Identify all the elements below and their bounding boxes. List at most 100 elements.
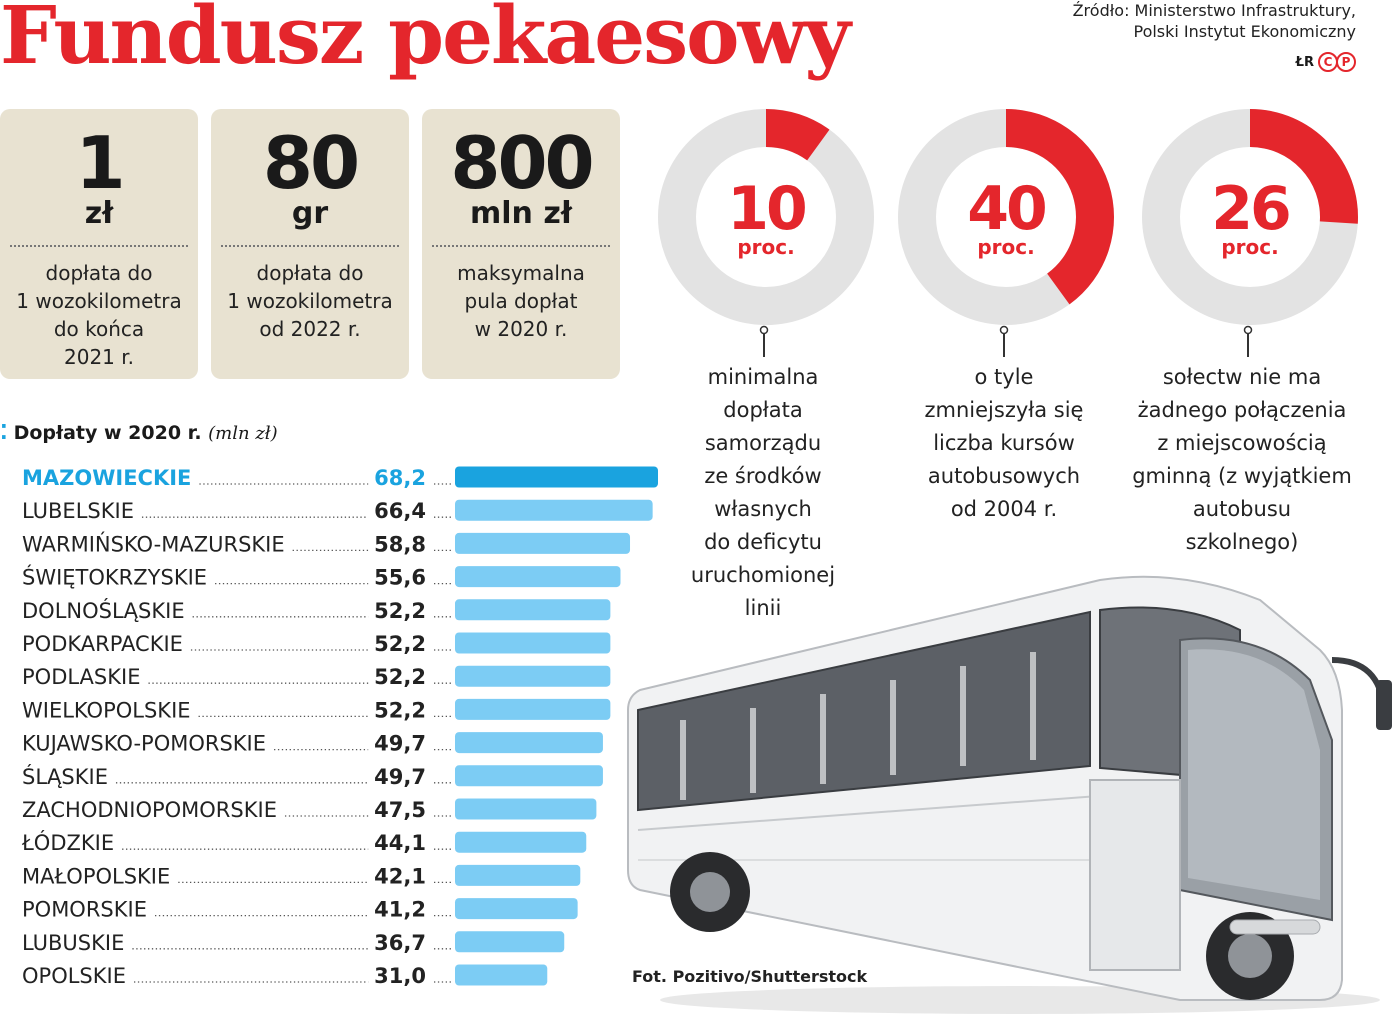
bar-value-label: 55,6 <box>374 566 426 590</box>
stat-divider <box>221 245 399 247</box>
bar-label: ŚLĄSKIE <box>22 764 108 789</box>
stat-box-3: 800 mln zł maksymalna pula dopłat w 2020… <box>422 109 620 379</box>
stat-description: dopłata do 1 wozokilometra do końca 2021… <box>0 259 198 371</box>
bar <box>455 566 621 588</box>
bar-value-label: 52,2 <box>374 698 426 722</box>
bar <box>455 698 611 720</box>
stat-number: 1 <box>75 121 125 205</box>
donut-ring <box>657 108 875 326</box>
bar-label: PODLASKIE <box>22 665 140 689</box>
bar-value-label: 31,0 <box>374 964 426 988</box>
bar <box>455 831 587 853</box>
desc-line: 2021 r. <box>64 345 134 369</box>
bar <box>455 898 578 920</box>
bar-label: ŚWIĘTOKRZYSKIE <box>22 565 207 590</box>
desc-line: 1 wozokilometra <box>16 289 182 313</box>
desc-line: uruchomionej <box>690 563 836 587</box>
donut-3: 26 proc. <box>1142 109 1358 357</box>
donut-value: 26 <box>1211 174 1289 244</box>
donut-segment <box>1250 109 1358 224</box>
bar <box>455 964 548 986</box>
bar-chart-unit: (mln zł) <box>208 423 278 444</box>
donut-2-description: o tyle zmniejszyła się liczba kursów aut… <box>884 361 1124 526</box>
bar-label: ŁÓDZKIE <box>21 830 114 855</box>
stat-unit: mln zł <box>470 196 572 231</box>
title-bullet-icon: ⁚ <box>0 420 8 444</box>
bus-illustration <box>627 575 1392 1014</box>
stat-number: 80 <box>262 121 360 205</box>
bar-value-label: 49,7 <box>374 765 426 789</box>
bar <box>455 466 658 488</box>
desc-line: z miejscowością <box>1157 431 1327 455</box>
bar <box>455 931 565 953</box>
desc-line: ze środków <box>704 464 822 488</box>
desc-line: dopłata do <box>45 261 153 285</box>
bar-value-label: 42,1 <box>374 864 426 888</box>
connector-dot <box>1243 325 1253 335</box>
donut-1-description: minimalna dopłata samorządu ze środków w… <box>643 361 883 625</box>
bar-value-label: 58,8 <box>374 532 426 556</box>
stat-divider <box>432 245 610 247</box>
bar-label: ZACHODNIOPOMORSKIE <box>22 798 277 822</box>
donut-value: 10 <box>727 174 805 244</box>
desc-line: od 2022 r. <box>259 317 361 341</box>
bar-value-label: 52,2 <box>374 599 426 623</box>
desc-line: samorządu <box>704 431 822 455</box>
stat-divider <box>10 245 188 247</box>
page-title: Fundusz pekaesowy <box>0 0 851 82</box>
desc-line: minimalna <box>707 365 819 389</box>
bar-value-label: 66,4 <box>374 499 426 523</box>
desc-line: autobusu <box>1192 497 1292 521</box>
bar-chart: MAZOWIECKIE 68,2 LUBELSKIE 66,4 WARMIŃSKO-MA… <box>21 466 658 988</box>
bar <box>455 765 603 787</box>
connector-dot <box>759 325 769 335</box>
bar-chart-title-text: Dopłaty w 2020 r. <box>13 422 202 444</box>
bar <box>455 665 611 687</box>
bar-label: WIELKOPOLSKIE <box>22 698 191 722</box>
bar-value-label: 47,5 <box>374 798 426 822</box>
logo-p: P <box>1336 52 1356 72</box>
bar-label: LUBELSKIE <box>22 499 134 523</box>
desc-line: zmniejszyła się <box>924 398 1084 422</box>
donut-1: 10 proc. <box>657 108 875 357</box>
bar-value-label: 44,1 <box>374 831 426 855</box>
donut-value: 40 <box>967 174 1045 244</box>
donut-unit: proc. <box>1221 235 1278 259</box>
source-note: Źródło: Ministerstwo Infrastruktury, Pol… <box>1073 0 1356 42</box>
bar <box>455 599 611 621</box>
bar-value-label: 36,7 <box>374 931 426 955</box>
stat-number: 800 <box>450 121 594 205</box>
desc-line: maksymalna <box>457 261 585 285</box>
desc-line: własnych <box>714 497 812 521</box>
bar-value-label: 52,2 <box>374 665 426 689</box>
desc-line: liczba kursów <box>933 431 1075 455</box>
stat-box-1: 1 zł dopłata do 1 wozokilometra do końca… <box>0 109 198 379</box>
copyright-logo: C P <box>1318 52 1356 72</box>
bar-value-label: 68,2 <box>374 466 426 490</box>
bar <box>455 532 631 554</box>
connector-dot <box>999 325 1009 335</box>
bar-label: MAZOWIECKIE <box>22 466 191 490</box>
bar-label: WARMIŃSKO-MAZURSKIE <box>22 531 285 556</box>
bar <box>455 732 603 754</box>
bus-icon <box>627 575 1392 1014</box>
donut-2: 40 proc. <box>898 109 1114 357</box>
bar-chart-title: ⁚ Dopłaty w 2020 r. (mln zł) <box>0 420 278 444</box>
desc-line: 1 wozokilometra <box>227 289 393 313</box>
desc-line: do deficytu <box>704 530 822 554</box>
bar-label: POMORSKIE <box>22 898 147 922</box>
donut-unit: proc. <box>737 235 794 259</box>
bar-label: MAŁOPOLSKIE <box>22 864 170 888</box>
stat-description: maksymalna pula dopłat w 2020 r. <box>422 259 620 343</box>
desc-line: w 2020 r. <box>474 317 568 341</box>
bar-label: KUJAWSKO-POMORSKIE <box>22 732 266 756</box>
donut-unit: proc. <box>977 235 1034 259</box>
bar <box>455 864 581 886</box>
stat-unit: gr <box>291 196 329 231</box>
desc-line: dopłata <box>723 398 803 422</box>
desc-line: żadnego połączenia <box>1137 398 1347 422</box>
desc-line: autobusowych <box>927 464 1081 488</box>
desc-line: dopłata do <box>256 261 364 285</box>
source-line-1: Źródło: Ministerstwo Infrastruktury, <box>1072 1 1356 20</box>
author-initials: ŁR <box>1295 54 1314 70</box>
